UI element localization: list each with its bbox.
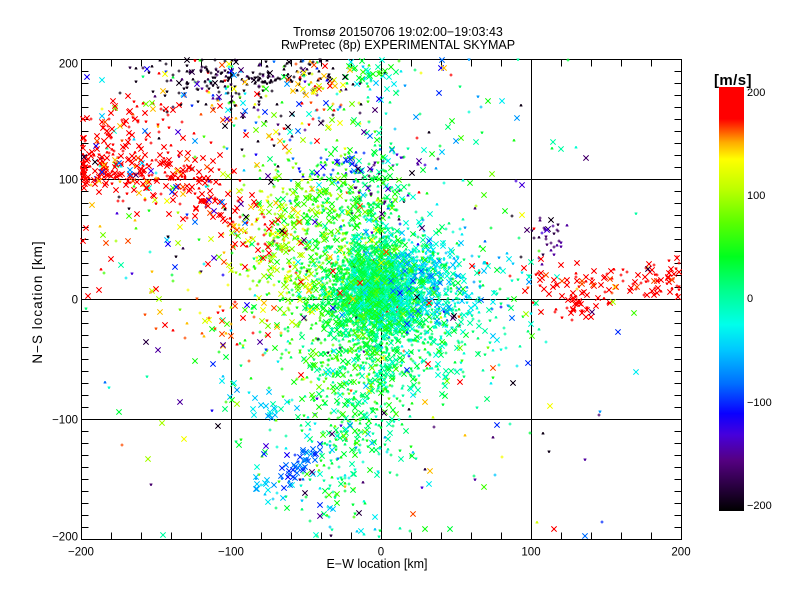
svg-text:−100: −100 — [747, 397, 772, 409]
svg-text:RwPretec (8p) EXPERIMENTAL SKY: RwPretec (8p) EXPERIMENTAL SKYMAP — [281, 38, 515, 52]
svg-text:200: 200 — [671, 547, 690, 559]
svg-text:−200: −200 — [68, 547, 94, 559]
svg-text:−200: −200 — [52, 532, 78, 544]
svg-text:−100: −100 — [52, 415, 78, 427]
svg-text:100: 100 — [521, 547, 540, 559]
svg-text:0: 0 — [378, 547, 384, 559]
svg-text:0: 0 — [747, 293, 753, 305]
svg-text:N−S location [km]: N−S location [km] — [30, 240, 45, 363]
svg-text:200: 200 — [59, 59, 78, 71]
svg-text:E−W location [km]: E−W location [km] — [326, 557, 427, 571]
svg-text:−200: −200 — [747, 500, 772, 512]
svg-text:200: 200 — [747, 87, 765, 99]
svg-text:[m/s]: [m/s] — [714, 72, 752, 89]
svg-text:Tromsø 20150706 19:02:00−19:03: Tromsø 20150706 19:02:00−19:03:43 — [293, 25, 503, 39]
svg-text:0: 0 — [72, 295, 78, 307]
svg-text:100: 100 — [747, 190, 765, 202]
svg-text:100: 100 — [59, 175, 78, 187]
svg-text:−100: −100 — [218, 547, 244, 559]
